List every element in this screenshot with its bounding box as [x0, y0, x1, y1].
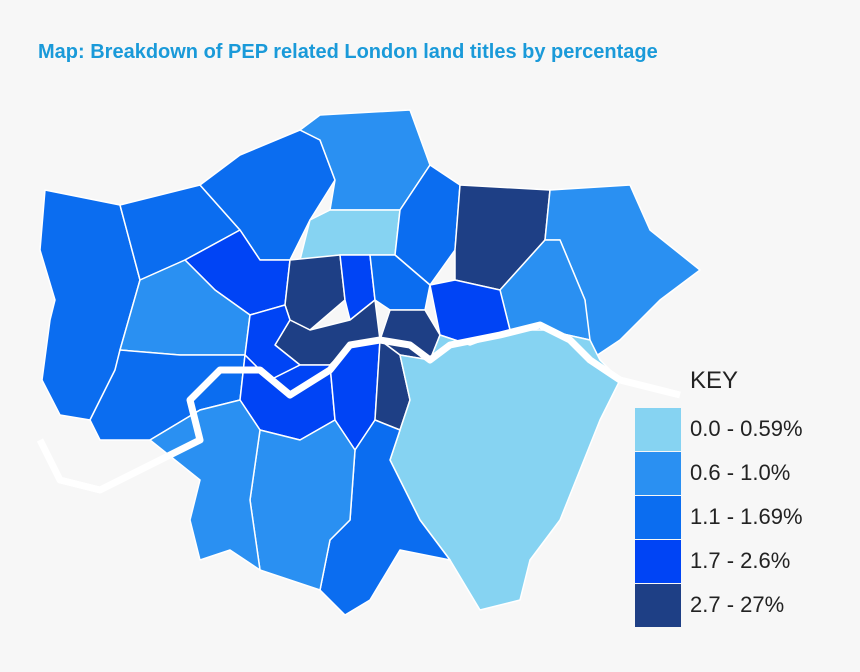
- key-label: 1.1 - 1.69%: [690, 504, 803, 529]
- key-label: 0.0 - 0.59%: [690, 416, 803, 441]
- key-swatch: [635, 408, 681, 451]
- borough: [284, 254, 346, 331]
- key-label: 2.7 - 27%: [690, 592, 784, 617]
- key-label: 1.7 - 2.6%: [690, 548, 790, 573]
- key-label: 0.6 - 1.0%: [690, 460, 790, 485]
- title: Map: Breakdown of PEP related London lan…: [38, 41, 658, 63]
- map: [36, 109, 701, 616]
- borough: [299, 209, 401, 261]
- key-swatch: [635, 452, 681, 495]
- key: 0.0 - 0.59% 0.6 - 1.0% 1.1 - 1.69% 1.7 - 2.…: [635, 408, 803, 627]
- key-swatch: [635, 584, 681, 627]
- river-thames: [36, 321, 681, 494]
- borough: [149, 399, 261, 571]
- key-swatch: [635, 540, 681, 583]
- key-title: KEY: [690, 367, 738, 394]
- key-swatch: [635, 496, 681, 539]
- borough: [389, 329, 621, 611]
